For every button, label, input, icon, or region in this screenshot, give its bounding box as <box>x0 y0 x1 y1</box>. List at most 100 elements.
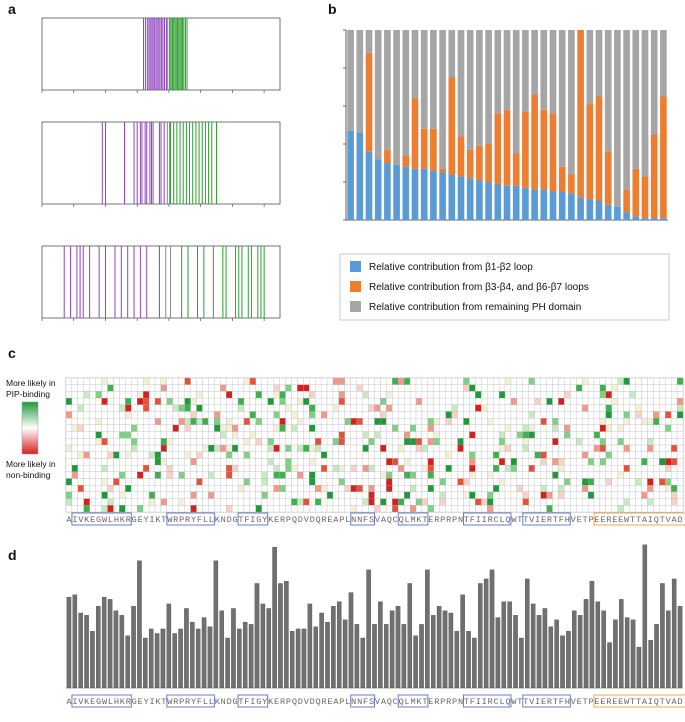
heatmap-cell <box>659 411 666 419</box>
heatmap-cell <box>659 404 666 412</box>
heatmap-cell <box>641 404 648 412</box>
heatmap-cell <box>611 397 618 405</box>
heatmap-cell <box>475 491 482 499</box>
residue-bar <box>630 619 636 689</box>
heatmap-cell <box>226 404 233 412</box>
heatmap-cell <box>457 418 464 426</box>
heatmap-cell <box>77 377 84 385</box>
heatmap-cell <box>71 485 78 493</box>
heatmap-cell <box>546 451 553 459</box>
heatmap-cell <box>101 404 108 412</box>
heatmap-cell <box>273 505 280 513</box>
heatmap-cell <box>273 384 280 392</box>
heatmap-cell <box>564 431 571 439</box>
heatmap-cell <box>237 485 245 493</box>
heatmap-cell <box>208 505 215 513</box>
heatmap-cell <box>291 431 298 439</box>
heatmap-cell <box>599 391 607 399</box>
heatmap-cell <box>315 391 322 399</box>
heatmap-cell <box>143 464 150 472</box>
heatmap-cell <box>273 377 280 385</box>
heatmap-cell <box>445 404 452 412</box>
heatmap-cell <box>552 377 559 385</box>
heatmap-cell <box>659 424 666 432</box>
heatmap-cell <box>202 451 209 459</box>
heatmap-cell <box>576 391 583 399</box>
heatmap-cell <box>326 397 334 405</box>
heatmap-cell <box>190 464 197 472</box>
heatmap-cell <box>629 431 636 439</box>
heatmap-cell <box>148 431 156 439</box>
heatmap-cell <box>599 397 607 405</box>
heatmap-cell <box>641 464 648 472</box>
heatmap-cell <box>202 397 209 405</box>
heatmap-cell <box>623 444 630 452</box>
heatmap-cell <box>392 471 399 479</box>
heatmap-cell <box>255 478 262 486</box>
heatmap-cell <box>237 404 245 412</box>
heatmap-cell <box>320 451 328 459</box>
heatmap-cell <box>504 438 512 446</box>
heatmap-cell <box>475 444 482 452</box>
heatmap-cell <box>552 464 559 472</box>
heatmap-cell <box>350 424 357 432</box>
heatmap-cell <box>273 451 280 459</box>
heatmap-cell <box>404 404 411 412</box>
heatmap-cell <box>617 438 624 446</box>
bar-segment-b3b4-b6b7 <box>384 149 391 163</box>
heatmap-cell <box>320 431 328 439</box>
seq-d-residue: P <box>179 697 184 707</box>
heatmap-cell <box>154 391 162 399</box>
residue-bar <box>336 601 342 689</box>
heatmap-cell <box>148 384 156 392</box>
seq-d-residue: R <box>185 697 190 707</box>
heatmap-cell <box>65 444 73 452</box>
seq-c-residue: D <box>298 515 303 525</box>
heatmap-cell <box>469 491 476 499</box>
heatmap-cell <box>166 411 173 419</box>
heatmap-cell <box>125 505 132 513</box>
heatmap-cell <box>558 444 565 452</box>
heatmap-cell <box>504 377 512 385</box>
heatmap-cell <box>617 424 624 432</box>
heatmap-cell <box>599 498 607 506</box>
heatmap-cell <box>629 404 636 412</box>
heatmap-cell <box>671 438 678 446</box>
seq-c-residue: V <box>78 515 84 525</box>
heatmap-cell <box>528 384 535 392</box>
heatmap-cell <box>243 431 251 439</box>
heatmap-cell <box>113 377 120 385</box>
heatmap-cell <box>125 471 132 479</box>
heatmap-cell <box>237 438 245 446</box>
bar-segment-b3b4-b6b7 <box>623 189 630 213</box>
heatmap-cell <box>546 418 553 426</box>
heatmap-cell <box>273 424 280 432</box>
heatmap-cell <box>653 485 660 493</box>
heatmap-cell <box>659 418 666 426</box>
heatmap-cell <box>504 384 512 392</box>
bar-segment-remaining <box>374 30 382 160</box>
heatmap-cell <box>605 451 612 459</box>
heatmap-cell <box>463 404 470 412</box>
heatmap-cell <box>71 498 78 506</box>
heatmap-cell <box>285 404 292 412</box>
seq-c-residue: I <box>149 515 154 525</box>
heatmap-cell <box>493 418 500 426</box>
heatmap-cell <box>659 397 666 405</box>
heatmap-cell <box>107 424 114 432</box>
heatmap-cell <box>196 444 203 452</box>
heatmap-cell <box>315 478 322 486</box>
heatmap-cell <box>665 424 672 432</box>
seq-c-residue: E <box>600 515 605 525</box>
heatmap-cell <box>593 485 601 493</box>
heatmap-cell <box>362 451 369 459</box>
heatmap-cell <box>255 451 262 459</box>
heatmap-cell <box>71 464 78 472</box>
heatmap-cell <box>582 404 589 412</box>
heatmap-cell <box>148 498 156 506</box>
heatmap-cell <box>421 471 429 479</box>
seq-c-residue: T <box>422 515 427 525</box>
heatmap-cell <box>493 438 500 446</box>
seq-d-residue: K <box>416 697 422 707</box>
heatmap-cell <box>178 471 185 479</box>
